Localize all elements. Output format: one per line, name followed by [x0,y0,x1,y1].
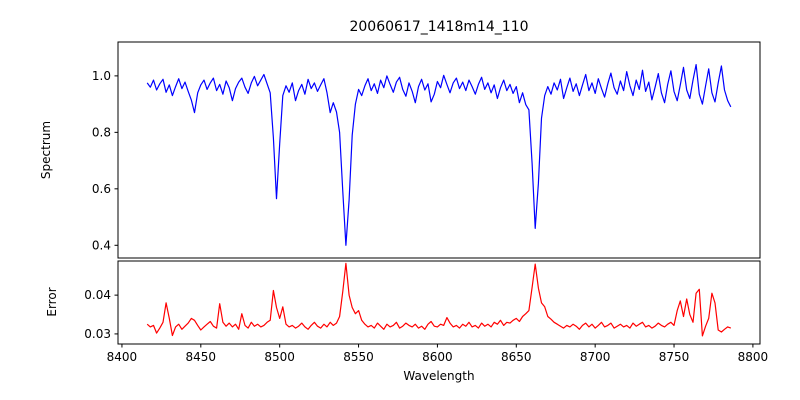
x-tick-label: 8400 [107,350,138,364]
x-tick-label: 8550 [343,350,374,364]
y-tick-label: 0.4 [92,238,111,252]
axes-frame-spectrum [117,41,761,259]
error-line [146,262,732,337]
y-tick-label: 0.6 [92,182,111,196]
x-tick-label: 8700 [580,350,611,364]
y-tick-label: 0.03 [84,327,111,341]
x-axis-label: Wavelength [403,369,475,383]
x-tick-label: 8500 [264,350,295,364]
spectrum-line [146,63,732,246]
y-tick-label: 0.8 [92,125,111,139]
y-tick-label: 1.0 [92,69,111,83]
x-tick-label: 8600 [422,350,453,364]
y-tick-label: 0.04 [84,288,111,302]
x-tick-label: 8800 [738,350,769,364]
y-axis-label-spectrum: Spectrum [39,120,53,180]
axes-frame-error [117,260,761,345]
x-tick-label: 8450 [186,350,217,364]
chart-title: 20060617_1418m14_110 [349,19,529,35]
x-tick-label: 8650 [501,350,532,364]
x-tick-label: 8750 [659,350,690,364]
y-axis-label-error: Error [45,287,59,317]
